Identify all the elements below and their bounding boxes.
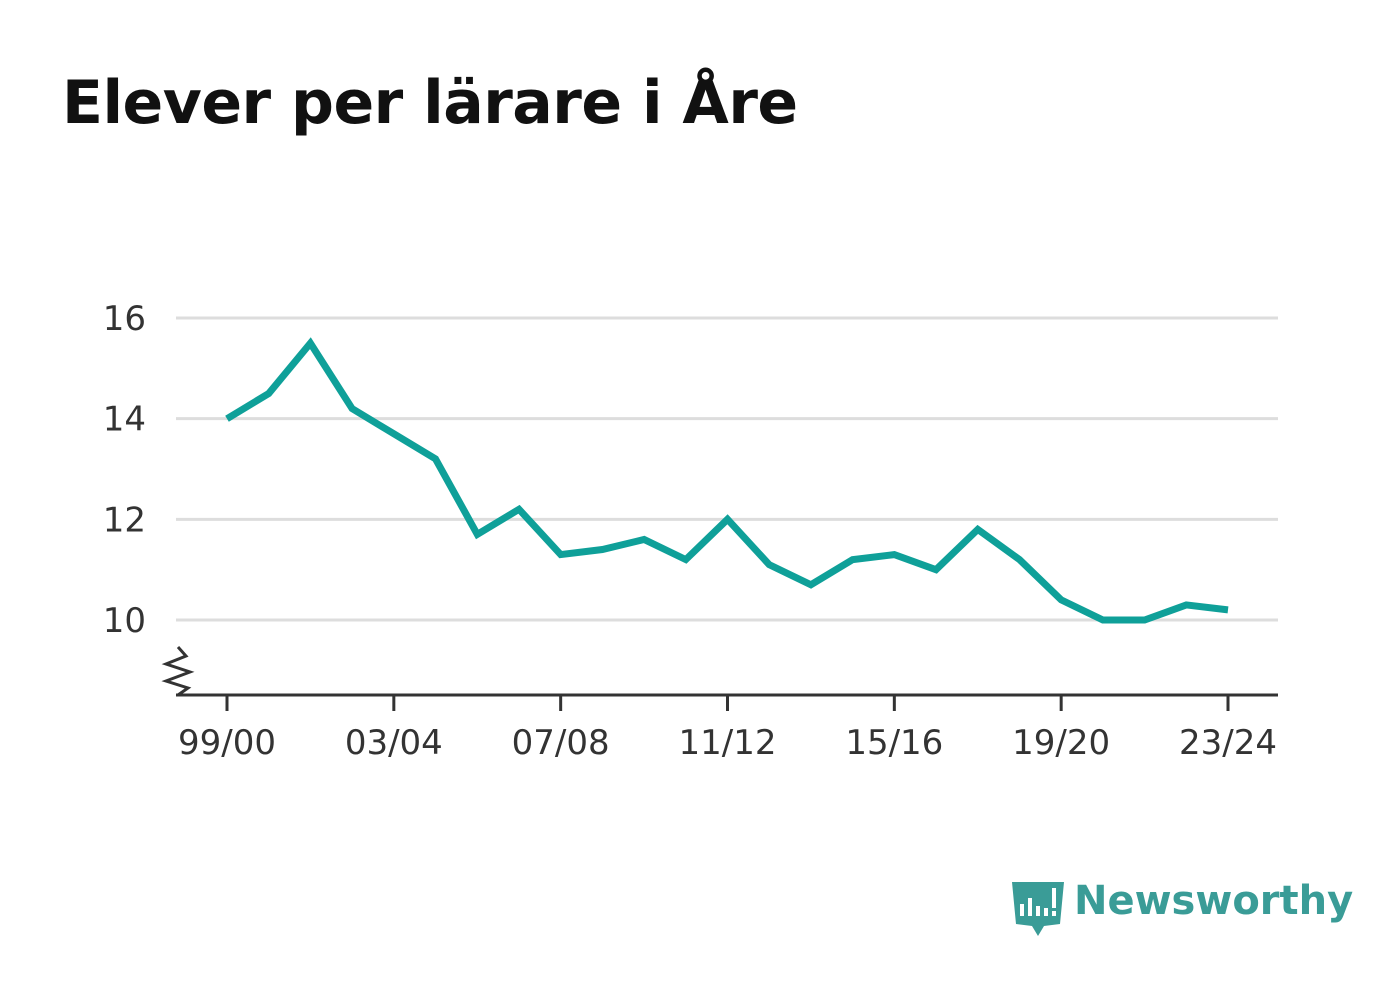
series-line-0 <box>225 337 1229 624</box>
chart-title: Elever per lärare i Åre <box>62 68 798 138</box>
x-tick-label: 19/20 <box>1012 723 1110 763</box>
bar-chart-speech-bubble-icon <box>1012 882 1064 936</box>
x-tick-label: 03/04 <box>345 723 443 763</box>
x-tick-label: 11/12 <box>679 723 777 763</box>
x-axis <box>161 646 1278 697</box>
series-group <box>225 337 1229 624</box>
gridlines <box>176 316 1278 622</box>
y-tick-label: 16 <box>103 299 146 339</box>
x-tick-label: 99/00 <box>178 723 276 763</box>
y-tick-label: 14 <box>103 400 146 440</box>
x-axis-ticks: 99/00 03/04 07/08 11/12 15/16 19/20 23/24 <box>178 695 1277 763</box>
brand-name: Newsworthy <box>1074 878 1354 924</box>
x-tick-label: 07/08 <box>512 723 610 763</box>
x-tick-label: 15/16 <box>845 723 943 763</box>
y-axis-break-icon <box>161 646 195 697</box>
x-tick-label: 23/24 <box>1179 723 1277 763</box>
y-tick-label: 10 <box>103 601 146 641</box>
newsworthy-logo: Newsworthy <box>1010 878 1353 940</box>
y-tick-label: 12 <box>103 500 146 540</box>
y-axis-ticks: 10 12 14 16 <box>103 299 146 641</box>
